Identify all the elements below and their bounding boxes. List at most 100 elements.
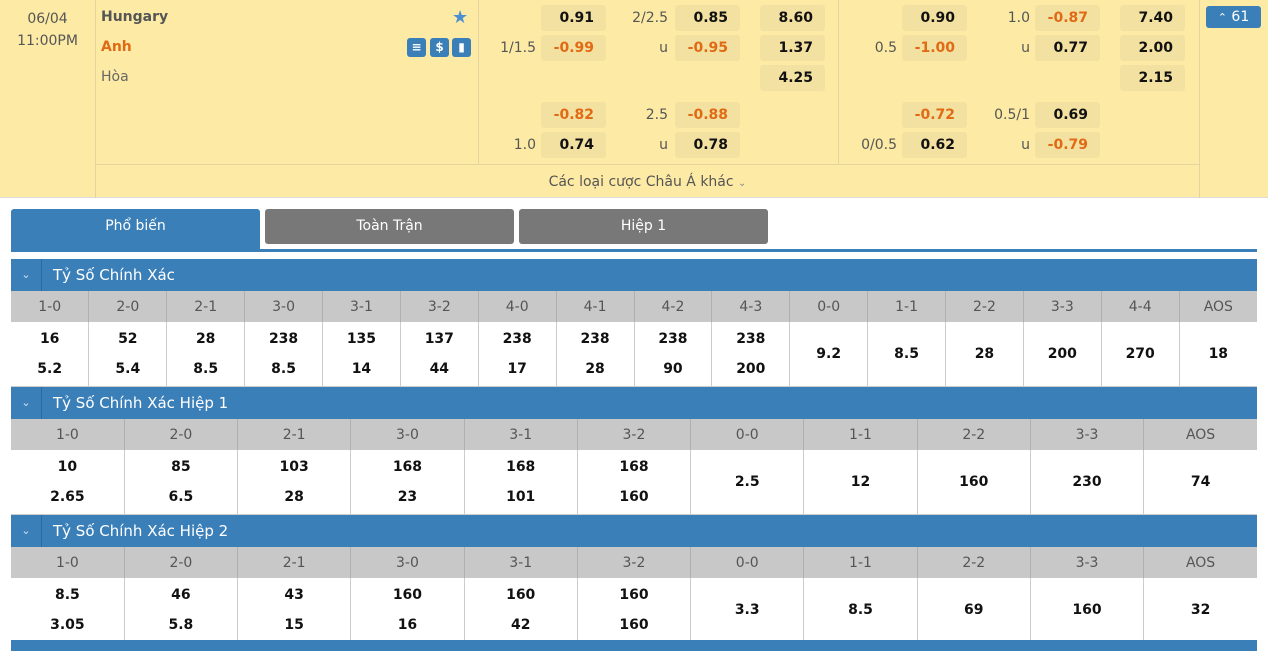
score-header: 2-1 <box>166 291 246 322</box>
next-section-header[interactable] <box>11 640 1257 651</box>
odds-cell[interactable]: 16 5.2 <box>11 322 90 387</box>
odds-cell[interactable]: 8.5 <box>867 322 946 387</box>
odds-cell[interactable]: 2.15 <box>1120 65 1185 91</box>
odds-cell[interactable]: 18 <box>1179 322 1257 387</box>
odds-cell[interactable]: 28 <box>945 322 1024 387</box>
odds-cell[interactable]: 74 <box>1143 450 1257 515</box>
odds-cell[interactable]: -1.00 <box>902 35 967 61</box>
odds-cell[interactable]: -0.82 <box>541 102 606 128</box>
odds-value: 16 <box>39 330 60 347</box>
odds-cell[interactable]: 46 5.8 <box>124 578 239 643</box>
odds-cell[interactable]: 28 8.5 <box>166 322 246 387</box>
odds-cell[interactable]: -0.87 <box>1035 5 1100 31</box>
odds-cell[interactable]: 238 28 <box>556 322 635 387</box>
score-header: AOS <box>1143 419 1257 450</box>
odds-value: 69 <box>964 601 984 618</box>
favorite-star-icon[interactable]: ★ <box>452 7 469 28</box>
odds-value: 168 <box>392 458 423 475</box>
odds-value: 103 <box>279 458 309 475</box>
home-team[interactable]: Hungary <box>101 9 169 25</box>
odds-cell[interactable]: 238 8.5 <box>244 322 323 387</box>
odds-cell[interactable]: 8.5 <box>803 578 918 643</box>
odds-cell[interactable]: 160 160 <box>577 578 692 643</box>
odds-value: 137 <box>424 330 454 347</box>
odds-cell[interactable]: 10 2.65 <box>11 450 125 515</box>
odds-cell[interactable]: 0.85 <box>675 5 740 31</box>
tab-hiep-1[interactable]: Hiệp 1 <box>519 209 768 244</box>
divider <box>95 0 96 198</box>
odds-cell[interactable]: 160 <box>1030 578 1145 643</box>
odds-cell[interactable]: 9.2 <box>789 322 869 387</box>
score-header: 3-3 <box>1030 419 1145 450</box>
odds-cell[interactable]: 12 <box>803 450 918 515</box>
score-odds-table: 1-0 2-0 2-1 3-0 3-1 3-2 0-0 1-1 2-2 3-3 AOS 8.5 3.05… <box>11 547 1257 643</box>
odds-cell[interactable]: 0.77 <box>1035 35 1100 61</box>
odds-cell[interactable]: 200 <box>1023 322 1102 387</box>
tab-toan-tran[interactable]: Toàn Trận <box>265 209 514 244</box>
odds-value: 32 <box>1190 601 1211 618</box>
odds-cell[interactable]: 230 <box>1030 450 1145 515</box>
odds-cell[interactable]: 168 23 <box>350 450 465 515</box>
market-count: 61 <box>1231 9 1250 25</box>
odds-dollar-icon[interactable]: $ <box>430 38 449 57</box>
odds-cell[interactable]: 8.5 3.05 <box>11 578 125 643</box>
odds-cell[interactable]: 0.62 <box>902 132 967 158</box>
odds-cell[interactable]: 0.78 <box>675 132 740 158</box>
odds-cell[interactable]: 69 <box>917 578 1031 643</box>
chevron-down-icon[interactable]: ⌄ <box>11 387 42 419</box>
odds-cell[interactable]: 135 14 <box>322 322 401 387</box>
section-header[interactable]: ⌄ Tỷ Số Chính Xác Hiệp 2 <box>11 515 1257 547</box>
odds-cell[interactable]: 0.74 <box>541 132 606 158</box>
score-header: 0-0 <box>690 547 805 578</box>
odds-cell[interactable]: 1.37 <box>760 35 825 61</box>
odds-cell[interactable]: 0.69 <box>1035 102 1100 128</box>
section-header[interactable]: ⌄ Tỷ Số Chính Xác Hiệp 1 <box>11 387 1257 419</box>
odds-cell[interactable]: 160 42 <box>464 578 578 643</box>
odds-cell[interactable]: 3.3 <box>690 578 805 643</box>
odds-cell[interactable]: 137 44 <box>400 322 479 387</box>
odds-cell[interactable]: -0.95 <box>675 35 740 61</box>
away-team[interactable]: Anh <box>101 39 132 55</box>
lineup-icon[interactable]: ≡ <box>407 38 426 57</box>
odds-cell[interactable]: -0.88 <box>675 102 740 128</box>
odds-cell[interactable]: -0.72 <box>902 102 967 128</box>
odds-cell[interactable]: 160 <box>917 450 1031 515</box>
odds-cell[interactable]: 238 17 <box>478 322 557 387</box>
odds-cell[interactable]: 270 <box>1101 322 1180 387</box>
odds-value: 15 <box>284 616 304 633</box>
odds-cell[interactable]: 2.00 <box>1120 35 1185 61</box>
odds-value: 10 <box>57 458 78 475</box>
section-header[interactable]: ⌄ Tỷ Số Chính Xác <box>11 259 1257 291</box>
odds-cell[interactable]: 238 200 <box>711 322 791 387</box>
odds-cell[interactable]: 8.60 <box>760 5 825 31</box>
odds-cell[interactable]: 168 160 <box>577 450 692 515</box>
score-odds-table: 1-0 2-0 2-1 3-0 3-1 3-2 0-0 1-1 2-2 3-3 AOS 10 2.65 8… <box>11 419 1257 515</box>
collapse-markets-button[interactable]: ⌃ 61 <box>1206 6 1261 28</box>
odds-cell[interactable]: 7.40 <box>1120 5 1185 31</box>
odds-cell[interactable]: 0.90 <box>902 5 967 31</box>
odds-cell[interactable]: 85 6.5 <box>124 450 239 515</box>
odds-cell[interactable]: 103 28 <box>237 450 352 515</box>
odds-cell[interactable]: 2.5 <box>690 450 805 515</box>
more-asian-bets-link[interactable]: Các loại cược Châu Á khác ⌄ <box>96 164 1199 198</box>
odds-cell[interactable]: 238 90 <box>634 322 713 387</box>
odds-value: 168 <box>619 458 649 475</box>
chevron-down-icon[interactable]: ⌄ <box>11 515 42 547</box>
odds-cell[interactable]: 52 5.4 <box>88 322 168 387</box>
stats-chart-icon[interactable]: ▮ <box>452 38 471 57</box>
odds-cell[interactable]: 168 101 <box>464 450 578 515</box>
chevron-down-icon[interactable]: ⌄ <box>11 259 42 291</box>
odds-cell[interactable]: 0.91 <box>541 5 606 31</box>
odds-value: 160 <box>506 586 536 603</box>
odds-cell[interactable]: 160 16 <box>350 578 465 643</box>
odds-cell[interactable]: -0.99 <box>541 35 606 61</box>
odds-value: 16 <box>397 616 418 633</box>
score-header: 3-3 <box>1030 547 1145 578</box>
odds-cell[interactable]: 43 15 <box>237 578 352 643</box>
odds-cell[interactable]: 4.25 <box>760 65 825 91</box>
tab-pho-bien[interactable]: Phổ biến <box>11 209 260 249</box>
under-label: u <box>659 40 668 56</box>
odds-cell[interactable]: 32 <box>1143 578 1257 643</box>
odds-cell[interactable]: -0.79 <box>1035 132 1100 158</box>
odds-value: 23 <box>397 488 418 505</box>
